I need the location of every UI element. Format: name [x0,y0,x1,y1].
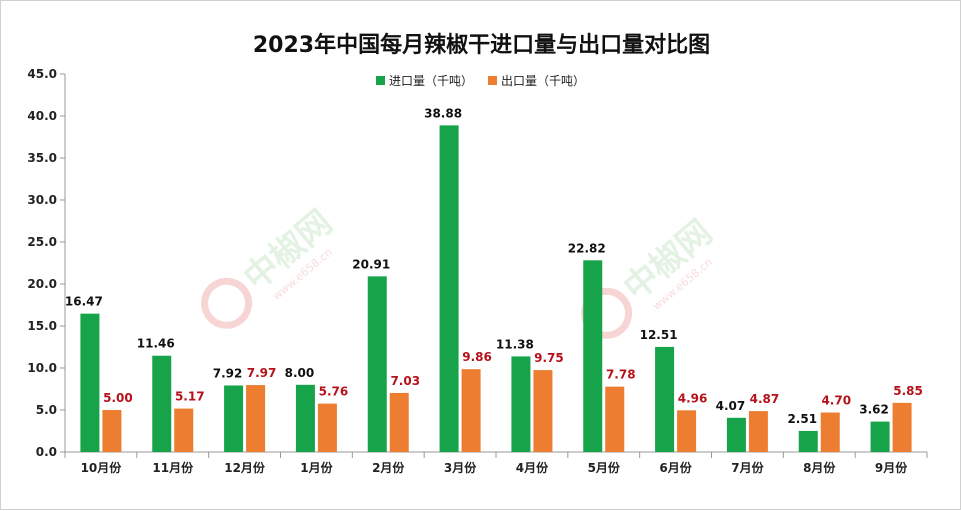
y-tick-label: 45.0 [27,67,57,81]
x-tick-label: 12月份 [224,460,266,475]
bar-import [583,260,603,452]
bar-export [317,403,337,452]
x-tick-label: 10月份 [81,460,123,475]
data-label-import: 11.38 [496,337,534,351]
data-label-import: 11.46 [137,337,175,351]
watermark-logo-icon [201,277,253,329]
y-tick-label: 15.0 [27,319,57,333]
data-label-export: 5.85 [893,384,923,398]
bar-import [511,356,531,452]
x-tick-label: 9月份 [875,460,908,475]
bar-export [677,410,697,452]
y-tick-label: 10.0 [27,361,57,375]
legend-label-import: 进口量（千吨） [389,74,473,88]
data-label-export: 7.03 [390,374,420,388]
y-tick-label: 30.0 [27,193,57,207]
bar-import [224,385,244,452]
data-label-export: 4.70 [821,394,851,408]
x-tick-label: 2月份 [372,460,405,475]
bar-export [892,402,912,452]
data-label-import: 2.51 [787,412,817,426]
data-label-import: 20.91 [352,257,390,271]
x-tick-label: 5月份 [588,460,621,475]
data-label-export: 9.75 [534,351,564,365]
data-label-import: 16.47 [65,295,103,309]
data-label-export: 4.96 [678,391,708,405]
bar-export [174,408,194,452]
y-tick-label: 40.0 [27,109,57,123]
x-tick-label: 6月份 [659,460,692,475]
legend-swatch-export [488,76,497,85]
legend-label-export: 出口量（千吨） [501,74,585,88]
bar-import [80,313,100,452]
bar-export [246,385,266,452]
bar-import [655,346,675,452]
x-tick-label: 1月份 [300,460,333,475]
bar-import [798,430,818,452]
data-label-export: 5.17 [175,390,205,404]
data-label-import: 4.07 [716,399,746,413]
data-label-export: 7.97 [247,366,277,380]
data-label-export: 4.87 [750,392,780,406]
chart-title: 2023年中国每月辣椒干进口量与出口量对比图 [252,33,711,58]
y-tick-label: 35.0 [27,151,57,165]
bar-export [102,410,122,452]
x-tick-label: 8月份 [803,460,836,475]
data-label-import: 7.92 [213,366,243,380]
data-label-import: 8.00 [285,366,315,380]
bar-import [152,355,172,452]
data-label-import: 12.51 [640,328,678,342]
y-tick-label: 25.0 [27,235,57,249]
legend-swatch-import [376,76,385,85]
bar-import [367,276,387,452]
bar-export [461,369,481,452]
x-tick-label: 7月份 [731,460,764,475]
data-label-export: 9.86 [462,350,492,364]
data-label-import: 38.88 [424,106,462,120]
x-tick-label: 11月份 [152,460,194,475]
x-tick-label: 4月份 [516,460,549,475]
x-tick-label: 3月份 [444,460,477,475]
bar-import [726,417,746,452]
bar-export [533,370,553,452]
y-tick-label: 0.0 [36,445,57,459]
bar-export [605,386,625,452]
bar-export [389,392,409,452]
data-label-export: 5.00 [103,391,133,405]
y-tick-label: 5.0 [36,403,57,417]
bar-export [748,411,768,452]
bar-import [870,421,890,452]
data-label-export: 5.76 [319,385,349,399]
bar-import [295,384,315,452]
data-label-export: 7.78 [606,368,636,382]
data-label-import: 3.62 [859,403,889,417]
bar-export [820,412,840,452]
data-label-import: 22.82 [568,241,606,255]
bar-import [439,125,459,453]
y-tick-label: 20.0 [27,277,57,291]
